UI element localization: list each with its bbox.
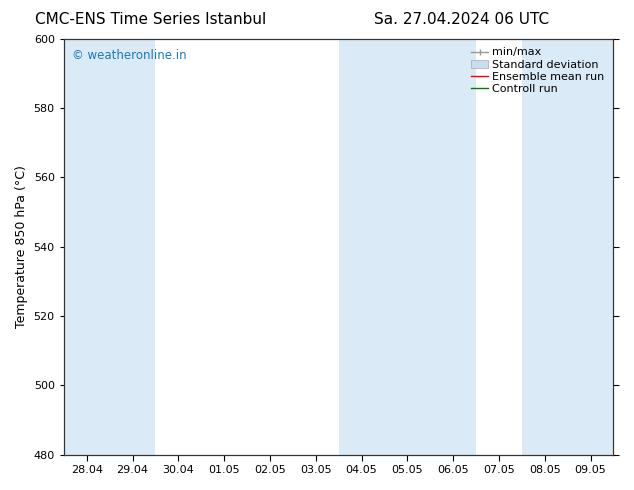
Text: CMC-ENS Time Series Istanbul: CMC-ENS Time Series Istanbul: [35, 12, 266, 27]
Bar: [522, 39, 614, 455]
Bar: [430, 39, 476, 455]
Text: Sa. 27.04.2024 06 UTC: Sa. 27.04.2024 06 UTC: [374, 12, 549, 27]
Text: © weatheronline.in: © weatheronline.in: [72, 49, 186, 62]
Y-axis label: Temperature 850 hPa (°C): Temperature 850 hPa (°C): [15, 165, 28, 328]
Legend: min/max, Standard deviation, Ensemble mean run, Controll run: min/max, Standard deviation, Ensemble me…: [468, 44, 608, 98]
Bar: [64, 39, 155, 455]
Bar: [339, 39, 430, 455]
